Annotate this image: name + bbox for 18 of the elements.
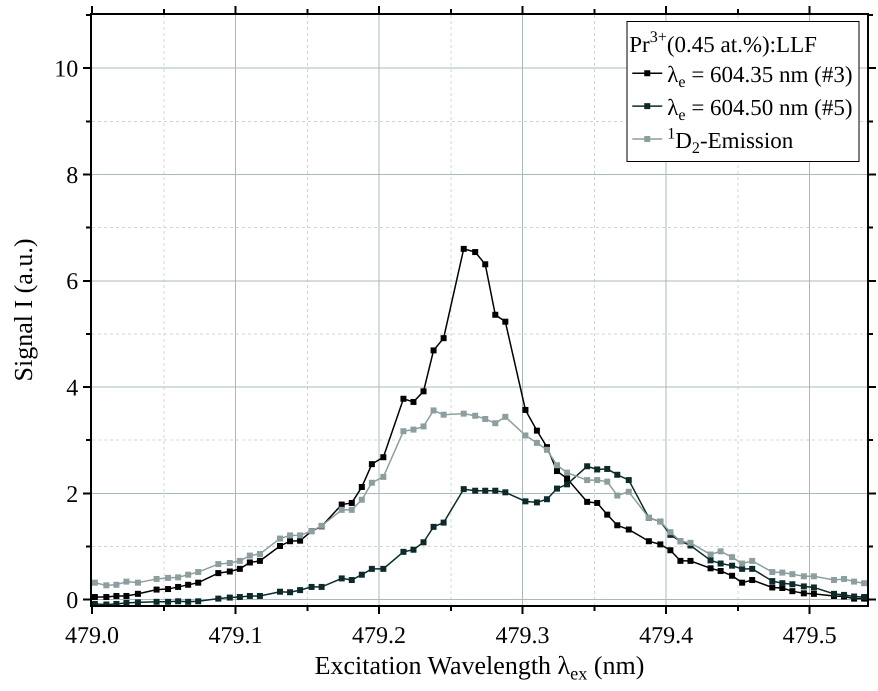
x-tick-label: 479.5 — [782, 622, 837, 649]
y-tick-label: 8 — [66, 162, 78, 189]
x-axis-title: Excitation Wavelength λ$_{ex}$ (nm) — [314, 651, 644, 684]
legend-title: Pr$^{3+}$(0.45 at.%):LLF — [629, 29, 817, 57]
y-tick-label: 4 — [66, 375, 78, 402]
x-tick-label: 479.4 — [639, 622, 694, 649]
x-tick-label: 479.0 — [65, 622, 119, 649]
x-tick-label: 479.2 — [352, 622, 406, 649]
x-tick-label: 479.3 — [496, 622, 550, 649]
x-tick-label: 479.1 — [208, 622, 263, 649]
y-axis-title: Signal I (a.u.) — [9, 238, 38, 382]
y-tick-label: 0 — [66, 588, 78, 614]
y-tick-label: 6 — [66, 269, 78, 296]
legend-label: $^{1}$D$_{2}$-Emission — [667, 125, 794, 157]
legend-label: λ$_{e}$ = 604.35 nm (#3) — [667, 62, 852, 92]
legend-label: λ$_{e}$ = 604.50 nm (#5) — [667, 95, 852, 124]
y-tick-label: 10 — [54, 56, 78, 83]
y-tick-label: 2 — [66, 482, 78, 508]
